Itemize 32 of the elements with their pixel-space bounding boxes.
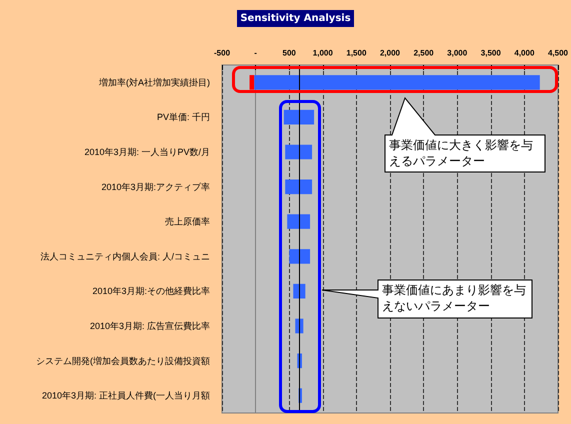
x-tick-label: 1,500 (346, 48, 367, 58)
chart-title: Sensitivity Analysis (237, 10, 354, 27)
x-tick-label: 2,000 (380, 48, 401, 58)
bar (250, 75, 254, 90)
annotation: 事業価値にあまり影響を与えないパラメーター (382, 282, 527, 314)
bar (289, 249, 310, 264)
bar (293, 284, 306, 299)
y-tick-label: 2010年3月期: 広告宣伝費比率 (90, 321, 210, 331)
y-tick-label: PV単価: 千円 (156, 112, 210, 122)
y-tick-label: 2010年3月期:その他経費比率 (92, 286, 210, 296)
y-tick-label: 法人コミュニティ内個人会員: 人/コミュニ (40, 251, 210, 262)
x-tick-label: 3,000 (447, 48, 468, 58)
bar (285, 144, 312, 160)
x-tick-label: 2,500 (414, 48, 434, 58)
bar (285, 179, 312, 194)
bar (287, 214, 310, 229)
x-tick-label: 500 (282, 48, 296, 58)
x-tick-label: 1,000 (312, 48, 334, 58)
x-tick-label: - (254, 48, 258, 58)
y-tick-label: 増加率(対A社増加実績掛目) (98, 77, 210, 88)
annotation: 事業価値に大きく影響を与えるパラメーター (389, 137, 534, 169)
y-tick-label: 2010年3月期: 一人当りPV数/月 (84, 147, 210, 157)
y-tick-label: システム開発(増加会員数あたり設備投資額 (36, 356, 210, 366)
y-tick-label: 2010年3月期: 正社員人件費(一人当り月額 (42, 390, 210, 401)
x-tick-label: 4,500 (548, 48, 569, 58)
bar (284, 110, 314, 125)
x-tick-label: 3,500 (480, 48, 502, 58)
bar (254, 75, 540, 90)
x-tick-label: 4,000 (514, 48, 535, 58)
y-tick-label: 2010年3月期:アクティブ率 (101, 182, 210, 192)
x-tick-label: -500 (214, 48, 231, 58)
y-tick-label: 売上原価率 (165, 216, 210, 227)
